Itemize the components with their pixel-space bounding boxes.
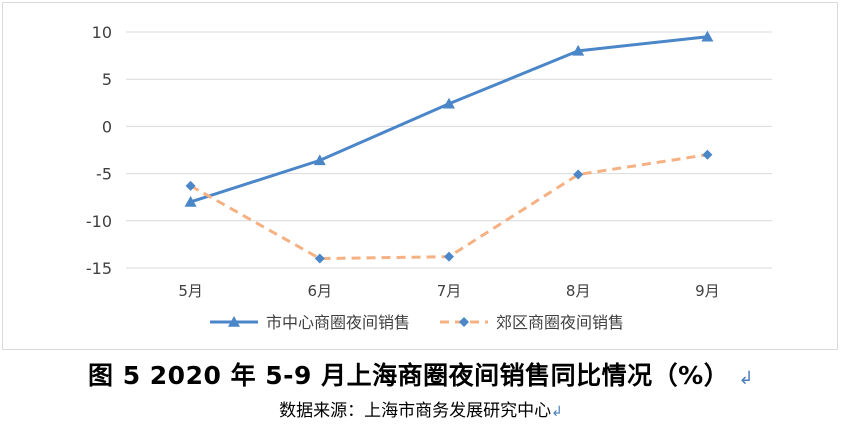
legend-label: 市中心商圈夜间销售 [266, 313, 410, 332]
x-tick-label: 9月 [695, 282, 720, 300]
series-line-1 [190, 35, 708, 204]
y-tick-label: -5 [96, 165, 112, 184]
x-tick-label: 7月 [437, 282, 462, 300]
chart-frame [2, 2, 838, 350]
data-point [573, 169, 584, 180]
paragraph-mark-icon: ↲ [738, 368, 755, 389]
y-tick-label: 0 [102, 117, 112, 136]
data-point [313, 154, 326, 166]
series-line-2 [189, 153, 708, 261]
x-tick-label: 8月 [566, 282, 591, 300]
data-point [185, 180, 196, 191]
y-tick-label: -15 [86, 259, 112, 278]
data-point [314, 253, 325, 264]
y-tick-label: 5 [102, 70, 112, 89]
data-point [701, 30, 714, 42]
figure-caption: 图 5 2020 年 5-9 月上海商圈夜间销售同比情况（%） ↲ [0, 356, 842, 392]
data-point [444, 251, 454, 262]
legend-marker [459, 317, 469, 327]
data-point [572, 44, 585, 56]
paragraph-mark-icon: ↲ [551, 404, 563, 420]
x-tick-label: 6月 [308, 282, 333, 300]
data-source: 数据来源：上海市商务发展研究中心↲ [0, 396, 842, 421]
data-point [443, 97, 455, 109]
y-tick-label: -10 [86, 212, 112, 231]
data-point [184, 195, 197, 207]
figure-caption-text: 图 5 2020 年 5-9 月上海商圈夜间销售同比情况（%） [87, 361, 730, 390]
data-source-text: 数据来源：上海市商务发展研究中心 [279, 401, 552, 421]
y-tick-label: 10 [92, 23, 112, 42]
legend-marker [228, 316, 240, 327]
data-point [702, 149, 713, 160]
x-tick-label: 5月 [178, 282, 203, 300]
legend-label: 郊区商圈夜间销售 [496, 313, 624, 332]
